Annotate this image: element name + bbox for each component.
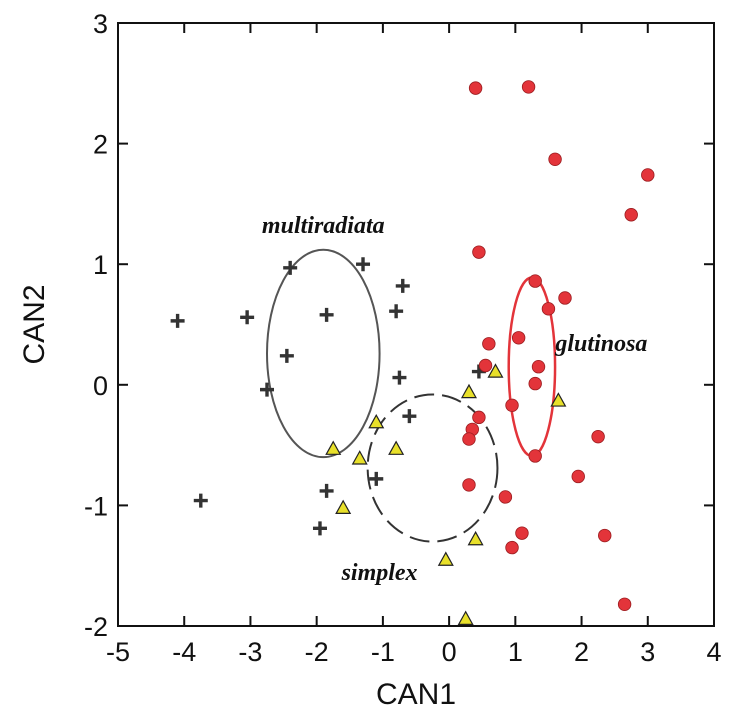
multiradiata-point	[392, 370, 407, 385]
multiradiata-point	[312, 521, 327, 536]
glutinosa-point	[641, 168, 655, 182]
glutinosa-point	[462, 432, 476, 446]
glutinosa-point	[462, 478, 476, 492]
glutinosa-point	[558, 291, 572, 305]
x-tick-label: 1	[508, 637, 523, 667]
y-axis-ticks: -2 -1 0 1 2 3	[84, 9, 714, 642]
multiradiata-point	[240, 310, 255, 325]
glutinosa-point	[528, 274, 542, 288]
simplex-point	[467, 530, 484, 546]
simplex-point	[437, 551, 454, 566]
y-tick-label: 2	[93, 130, 108, 160]
glutinosa-point	[468, 81, 483, 95]
simplex-point	[388, 440, 405, 455]
glutinosa-point	[624, 208, 638, 222]
multiradiata-point	[395, 278, 410, 293]
simplex-point	[335, 499, 352, 515]
multiradiata-point	[283, 260, 298, 275]
multiradiata-point	[356, 257, 371, 272]
glutinosa-point	[472, 245, 486, 259]
glutinosa-point	[498, 490, 513, 504]
x-axis-title: CAN1	[376, 678, 456, 711]
glutinosa-point	[528, 376, 542, 391]
simplex-point	[325, 440, 342, 455]
simplex-point	[351, 450, 368, 465]
glutinosa-point	[511, 331, 526, 345]
multiradiata-point	[279, 348, 294, 363]
glutinosa-point	[571, 469, 585, 484]
x-tick-label: -5	[106, 637, 130, 667]
y-tick-label: -1	[84, 491, 108, 521]
x-tick-label: -3	[238, 637, 262, 667]
y-tick-label: -2	[84, 612, 108, 642]
glutinosa-point	[528, 449, 542, 463]
x-tick-label: 4	[706, 637, 721, 667]
multiradiata-point	[402, 409, 417, 424]
y-tick-label: 0	[93, 371, 108, 401]
x-axis-ticks: -5 -4 -3 -2 -1 0 1 2 3 4	[106, 23, 722, 667]
glutinosa-label: glutinosa	[554, 331, 647, 357]
simplex-point	[487, 363, 504, 378]
glutinosa-point	[478, 358, 493, 373]
glutinosa-point	[598, 528, 612, 543]
y-tick-label: 1	[93, 250, 108, 280]
simplex-point	[368, 413, 385, 429]
simplex-point	[550, 392, 567, 407]
glutinosa-point	[482, 337, 496, 351]
x-tick-label: -1	[371, 637, 395, 667]
x-tick-label: -2	[305, 637, 329, 667]
plot-area-border	[117, 22, 715, 627]
multiradiata-point	[319, 483, 334, 498]
multiradiata-point	[389, 304, 404, 319]
glutinosa-point	[505, 398, 519, 413]
data-points	[170, 80, 655, 625]
multiradiata-point	[369, 471, 384, 486]
glutinosa-point	[617, 597, 632, 611]
simplex-ellipse	[366, 393, 499, 543]
multiradiata-point	[319, 307, 334, 322]
glutinosa-point	[541, 302, 556, 316]
glutinosa-point	[472, 410, 486, 425]
glutinosa-point	[515, 526, 529, 540]
glutinosa-point	[505, 540, 519, 555]
y-tick-label: 3	[93, 9, 108, 39]
x-tick-label: 0	[442, 637, 457, 667]
multiradiata-ellipse	[266, 248, 381, 459]
glutinosa-point	[521, 80, 536, 94]
glutinosa-point	[548, 152, 562, 166]
glutinosa-point	[531, 360, 546, 374]
multiradiata-point	[193, 493, 208, 508]
multiradiata-label: multiradiata	[262, 213, 385, 239]
x-tick-label: 3	[640, 637, 655, 667]
group-labels: multiradiata simplex glutinosa	[262, 213, 648, 586]
simplex-label: simplex	[341, 560, 418, 586]
multiradiata-point	[170, 313, 185, 328]
simplex-point	[460, 383, 477, 399]
simplex-point	[457, 610, 474, 625]
x-tick-label: -4	[172, 637, 196, 667]
plot-frame	[117, 22, 715, 627]
x-tick-label: 2	[574, 637, 589, 667]
glutinosa-point	[591, 429, 605, 444]
y-axis-title: CAN2	[18, 284, 51, 364]
multiradiata-point	[260, 382, 274, 397]
